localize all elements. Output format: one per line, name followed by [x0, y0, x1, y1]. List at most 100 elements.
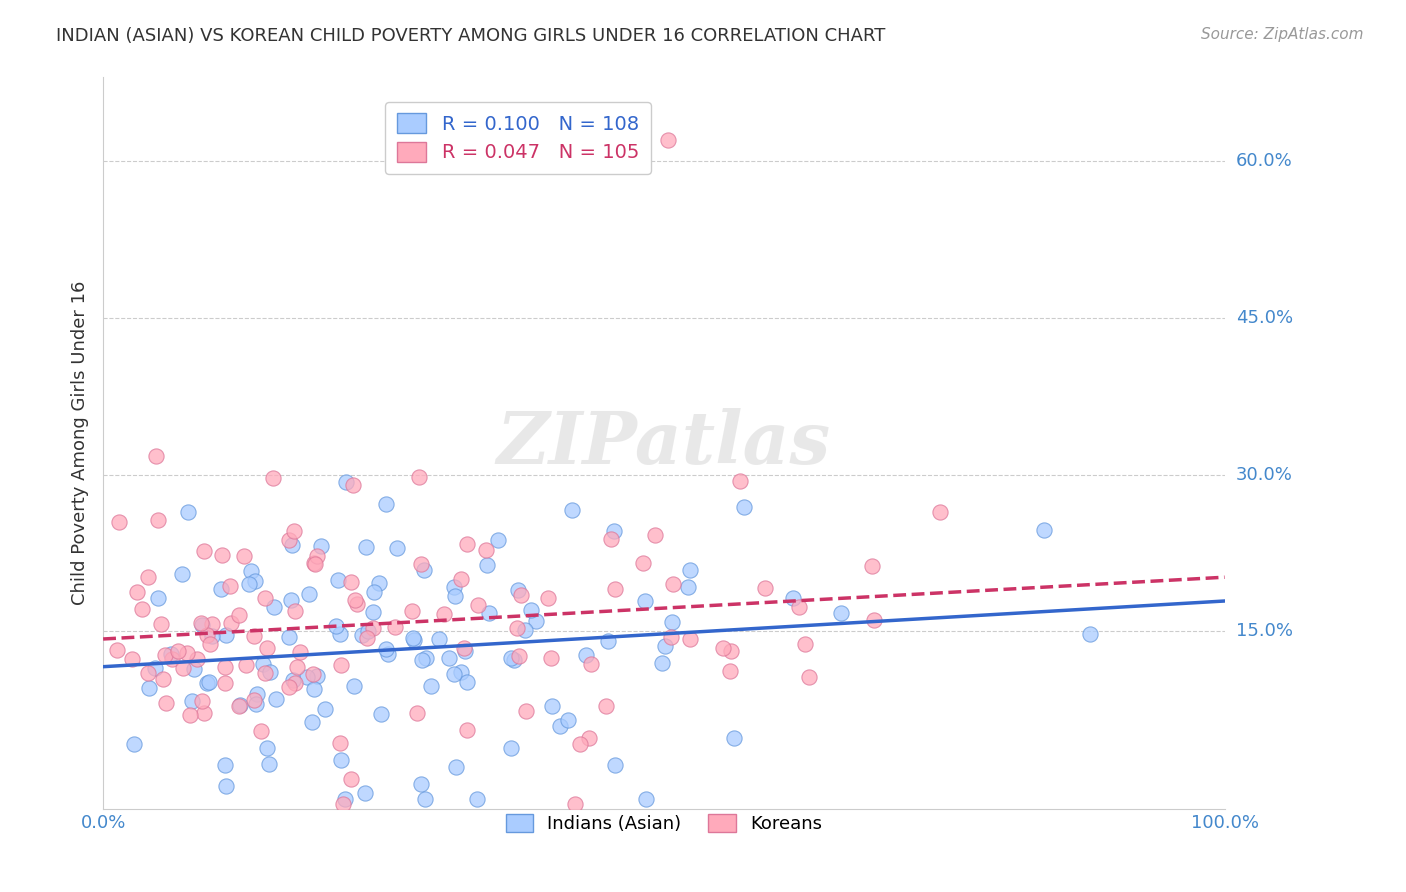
- Text: ZIPatlas: ZIPatlas: [496, 408, 831, 479]
- Koreans: [105, 643, 128, 657]
- Indians (Asian): [326, 573, 349, 587]
- Koreans: [467, 598, 489, 612]
- Koreans: [218, 579, 240, 593]
- Indians (Asian): [1033, 523, 1056, 537]
- Koreans: [214, 676, 236, 690]
- Koreans: [145, 449, 167, 463]
- Koreans: [342, 478, 364, 492]
- Koreans: [155, 696, 177, 710]
- Indians (Asian): [201, 629, 224, 643]
- Koreans: [401, 604, 423, 618]
- Koreans: [356, 631, 378, 645]
- Indians (Asian): [238, 577, 260, 591]
- Koreans: [799, 669, 821, 683]
- Koreans: [928, 505, 950, 519]
- Koreans: [711, 641, 734, 656]
- Koreans: [302, 666, 325, 681]
- Koreans: [633, 557, 655, 571]
- Koreans: [146, 513, 169, 527]
- Indians (Asian): [375, 497, 398, 511]
- Indians (Asian): [352, 628, 374, 642]
- Indians (Asian): [478, 606, 501, 620]
- Text: 15.0%: 15.0%: [1236, 623, 1292, 640]
- Indians (Asian): [443, 580, 465, 594]
- Koreans: [254, 591, 277, 605]
- Indians (Asian): [465, 791, 488, 805]
- Koreans: [644, 528, 666, 542]
- Indians (Asian): [443, 666, 465, 681]
- Indians (Asian): [444, 760, 467, 774]
- Indians (Asian): [830, 606, 852, 620]
- Koreans: [509, 588, 531, 602]
- Koreans: [564, 797, 586, 811]
- Indians (Asian): [295, 670, 318, 684]
- Koreans: [661, 631, 683, 645]
- Indians (Asian): [367, 576, 389, 591]
- Text: 60.0%: 60.0%: [1236, 152, 1292, 170]
- Koreans: [304, 557, 326, 571]
- Indians (Asian): [385, 541, 408, 555]
- Koreans: [720, 644, 742, 658]
- Koreans: [149, 616, 172, 631]
- Indians (Asian): [679, 563, 702, 577]
- Indians (Asian): [239, 565, 262, 579]
- Koreans: [195, 628, 218, 642]
- Koreans: [787, 599, 810, 614]
- Indians (Asian): [252, 657, 274, 671]
- Indians (Asian): [363, 585, 385, 599]
- Indians (Asian): [143, 661, 166, 675]
- Indians (Asian): [305, 669, 328, 683]
- Koreans: [346, 597, 368, 611]
- Indians (Asian): [548, 719, 571, 733]
- Koreans: [754, 581, 776, 595]
- Koreans: [242, 629, 264, 643]
- Indians (Asian): [377, 647, 399, 661]
- Koreans: [540, 651, 562, 665]
- Koreans: [179, 707, 201, 722]
- Koreans: [361, 621, 384, 635]
- Indians (Asian): [409, 777, 432, 791]
- Indians (Asian): [402, 631, 425, 645]
- Koreans: [190, 694, 212, 708]
- Koreans: [515, 704, 537, 718]
- Indians (Asian): [146, 591, 169, 605]
- Indians (Asian): [335, 475, 357, 490]
- Koreans: [862, 613, 884, 627]
- Koreans: [384, 620, 406, 634]
- Indians (Asian): [437, 651, 460, 665]
- Indians (Asian): [314, 702, 336, 716]
- Koreans: [201, 617, 224, 632]
- Indians (Asian): [245, 697, 267, 711]
- Koreans: [172, 661, 194, 675]
- Koreans: [228, 699, 250, 714]
- Koreans: [256, 640, 278, 655]
- Koreans: [579, 657, 602, 671]
- Indians (Asian): [180, 694, 202, 708]
- Koreans: [221, 615, 243, 630]
- Indians (Asian): [520, 603, 543, 617]
- Indians (Asian): [1078, 626, 1101, 640]
- Koreans: [569, 737, 592, 751]
- Indians (Asian): [444, 589, 467, 603]
- Indians (Asian): [723, 731, 745, 745]
- Indians (Asian): [325, 619, 347, 633]
- Indians (Asian): [634, 791, 657, 805]
- Koreans: [794, 637, 817, 651]
- Koreans: [283, 524, 305, 538]
- Koreans: [453, 640, 475, 655]
- Koreans: [284, 676, 307, 690]
- Koreans: [537, 591, 560, 606]
- Koreans: [508, 649, 530, 664]
- Indians (Asian): [370, 706, 392, 721]
- Koreans: [718, 664, 741, 678]
- Indians (Asian): [278, 630, 301, 644]
- Koreans: [254, 666, 277, 681]
- Indians (Asian): [190, 618, 212, 632]
- Indians (Asian): [176, 505, 198, 519]
- Y-axis label: Child Poverty Among Girls Under 16: Child Poverty Among Girls Under 16: [72, 281, 89, 606]
- Indians (Asian): [280, 593, 302, 607]
- Koreans: [190, 616, 212, 631]
- Koreans: [284, 604, 307, 618]
- Indians (Asian): [540, 698, 562, 713]
- Indians (Asian): [415, 651, 437, 665]
